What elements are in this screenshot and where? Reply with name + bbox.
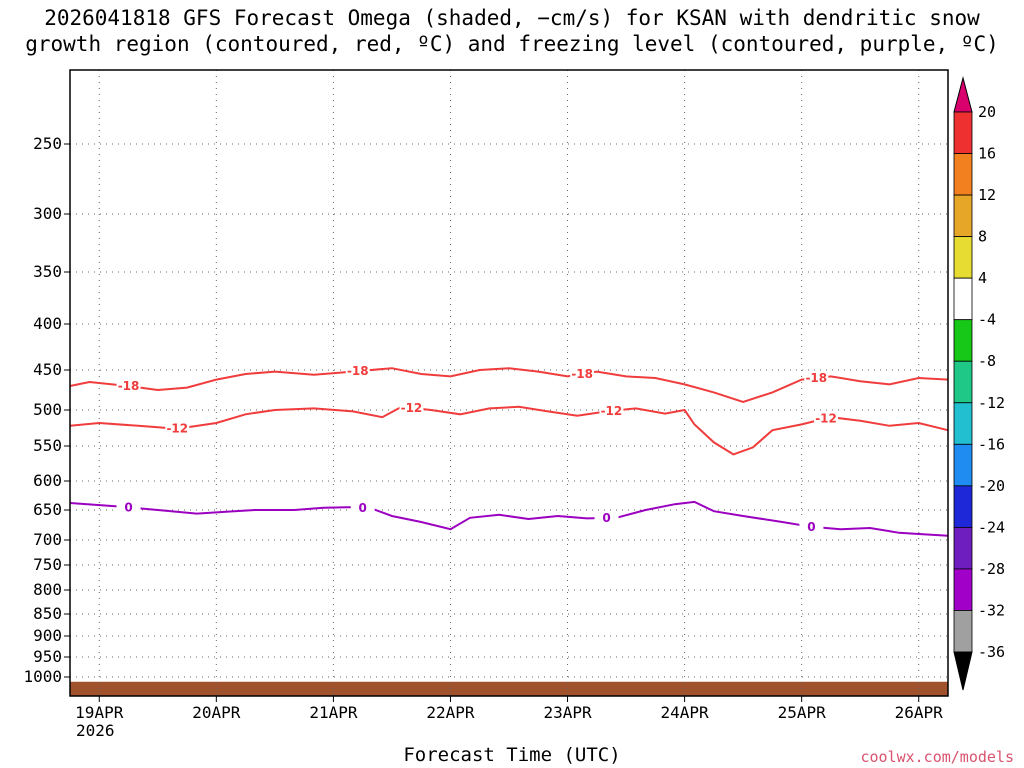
colorbar-segment <box>953 360 973 404</box>
colorbar-segment <box>953 526 973 570</box>
y-tick-label-300: 300 <box>33 204 62 223</box>
x-tick-label-21APR: 21APR <box>309 703 358 722</box>
contour-label--12: -12 <box>401 401 423 415</box>
colorbar-segment <box>953 111 973 154</box>
contour-label-bg <box>116 500 141 515</box>
contour-label--18: -18 <box>571 367 593 381</box>
colorbar-segment <box>953 194 973 238</box>
colorbar-tick-label: -4 <box>978 311 996 329</box>
contour-label-0: 0 <box>358 501 366 515</box>
y-tick-label-700: 700 <box>33 530 62 549</box>
colorbar-segment <box>953 568 973 611</box>
colorbar-bottom-arrow <box>953 651 973 691</box>
y-tick-label-250: 250 <box>33 134 62 153</box>
y-tick-label-800: 800 <box>33 580 62 599</box>
y-tick-label-350: 350 <box>33 262 62 281</box>
colorbar-tick-label: 8 <box>978 228 987 246</box>
chart-title-line-1: 2026041818 GFS Forecast Omega (shaded, −… <box>44 6 980 30</box>
colorbar-tick-label: 20 <box>978 103 996 121</box>
contour-label-bg <box>350 500 375 515</box>
colorbar-tick-label: -8 <box>978 352 996 370</box>
contour-label-bg <box>570 367 595 381</box>
contour-label-bg <box>399 400 424 415</box>
colorbar-tick-label: 12 <box>978 186 996 204</box>
contour-label-bg <box>799 519 824 534</box>
contour-label-0: 0 <box>124 500 132 514</box>
contour-label--12: -12 <box>601 404 623 418</box>
colorbar-tick-label: -12 <box>978 394 1005 412</box>
x-tick-label-25APR: 25APR <box>778 703 827 722</box>
contour-label--12: -12 <box>815 411 837 425</box>
colorbar-tick-label: -36 <box>978 643 1005 661</box>
y-tick-label-1000: 1000 <box>23 667 62 686</box>
colorbar-segment <box>953 402 973 445</box>
colorbar-segment <box>953 319 973 362</box>
source-credit: coolwx.com/models <box>860 748 1014 766</box>
colorbar-segment <box>953 443 973 487</box>
colorbar-tick-label: -16 <box>978 435 1005 453</box>
y-tick-label-550: 550 <box>33 436 62 455</box>
colorbar-segment <box>953 485 973 528</box>
y-tick-label-450: 450 <box>33 360 62 379</box>
y-tick-label-650: 650 <box>33 500 62 519</box>
y-tick-label-400: 400 <box>33 314 62 333</box>
colorbar-tick-label: -24 <box>978 518 1005 536</box>
contour-label--12: -12 <box>166 422 188 436</box>
colorbar-segment <box>953 610 973 653</box>
colorbar-tick-label: -28 <box>978 560 1005 578</box>
y-tick-label-950: 950 <box>33 647 62 666</box>
contour-label-bg <box>804 371 829 385</box>
plot-frame <box>69 69 949 697</box>
contour-label-bg <box>599 403 624 418</box>
contour-label--18: -18 <box>805 371 827 385</box>
contour-label-bg <box>814 411 839 426</box>
colorbar-top-arrow <box>953 76 973 113</box>
y-tick-label-600: 600 <box>33 471 62 490</box>
colorbar-tick-label: -32 <box>978 601 1005 619</box>
contour-label-bg <box>116 379 141 393</box>
y-tick-label-750: 750 <box>33 555 62 574</box>
colorbar-segment <box>953 236 973 279</box>
ground-band <box>70 681 948 696</box>
chart-title-line-2: growth region (contoured, red, ºC) and f… <box>25 32 999 56</box>
y-tick-label-850: 850 <box>33 604 62 623</box>
contour-label--18: -18 <box>347 364 369 378</box>
y-tick-label-900: 900 <box>33 626 62 645</box>
colorbar-tick-label: 16 <box>978 145 996 163</box>
x-tick-label-24APR: 24APR <box>661 703 710 722</box>
x-axis-year-label: 2026 <box>76 721 115 740</box>
y-tick-label-500: 500 <box>33 400 62 419</box>
colorbar-segment <box>953 153 973 196</box>
contour-label-bg <box>165 421 190 436</box>
x-tick-label-22APR: 22APR <box>426 703 475 722</box>
colorbar-tick-label: -20 <box>978 477 1005 495</box>
contour-label-0: 0 <box>602 511 610 525</box>
colorbar-segment <box>953 277 973 321</box>
x-axis-label: Forecast Time (UTC) <box>403 744 621 766</box>
contour-label--18: -18 <box>118 379 140 393</box>
x-tick-label-23APR: 23APR <box>543 703 592 722</box>
contour-label-bg <box>594 511 619 525</box>
x-tick-label-19APR: 19APR <box>75 703 124 722</box>
contour-label-0: 0 <box>807 520 815 534</box>
contour-label-bg <box>345 364 370 379</box>
x-tick-label-26APR: 26APR <box>895 703 944 722</box>
contour-line--12 <box>69 405 949 456</box>
x-tick-label-20APR: 20APR <box>192 703 241 722</box>
colorbar-tick-label: 4 <box>978 269 987 287</box>
